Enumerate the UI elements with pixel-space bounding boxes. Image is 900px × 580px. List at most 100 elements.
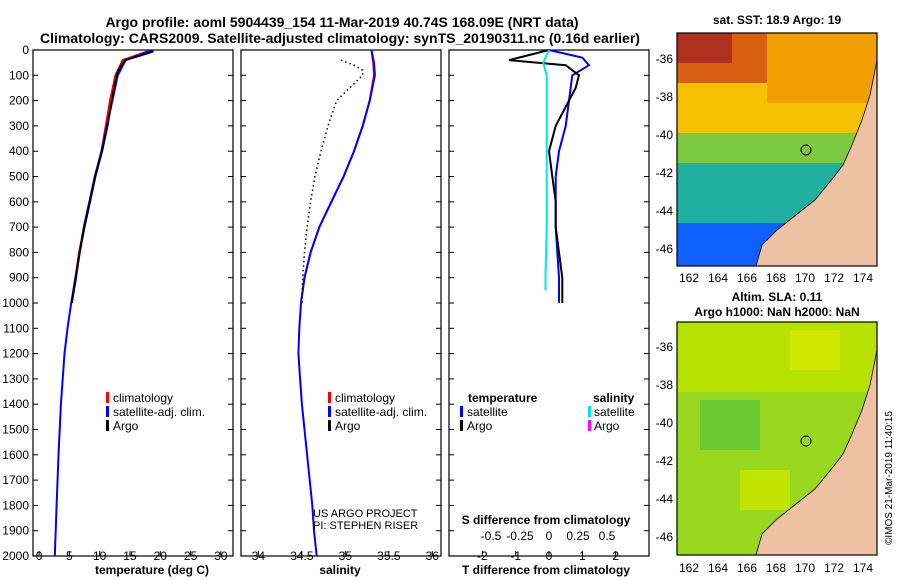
sla-patch	[740, 470, 790, 510]
legend-swatch-argo	[328, 420, 331, 431]
depth-tick-label: 1800	[2, 498, 29, 512]
legend-label: climatology	[113, 391, 173, 405]
legend-label: Argo	[594, 419, 620, 433]
legend-swatch-s-argo	[588, 420, 591, 431]
depth-tick-label: 0	[22, 43, 29, 57]
sla-map-title: Altim. SLA: 0.11	[732, 290, 823, 304]
depth-tick-label: 2000	[2, 549, 29, 563]
lat-tick: -36	[656, 52, 674, 66]
sla-map-subtitle: Argo h1000: NaN h2000: NaN	[694, 305, 859, 319]
salinity-panel-frame	[240, 49, 442, 557]
depth-tick-label: 1000	[2, 296, 29, 310]
sst-lon-ticks: 162 164 166 168 170 172 174	[679, 271, 873, 285]
series-line-satellite-adj-clim-	[297, 49, 376, 557]
lon-tick: 174	[853, 561, 873, 575]
title-line-1: Argo profile: aoml 5904439_154 11-Mar-20…	[105, 14, 578, 30]
x-tick-label: -2	[477, 549, 488, 563]
depth-tick-label: 700	[9, 220, 29, 234]
difference-legend: temperature satellite Argo salinity sate…	[460, 391, 635, 433]
lon-tick: 166	[737, 271, 757, 285]
lon-tick: 164	[708, 271, 728, 285]
x-top-tick-label: 0	[546, 529, 553, 543]
depth-tick-label: 1300	[2, 372, 29, 386]
x-tick-label: 2	[612, 549, 619, 563]
sla-float-marker	[800, 435, 812, 447]
lon-tick: 162	[679, 561, 699, 575]
depth-tick-label: 1600	[2, 448, 29, 462]
lat-tick: -46	[656, 242, 674, 256]
series-line-climatology	[300, 49, 376, 304]
temperature-xlabel: temperature (deg C)	[95, 563, 209, 577]
legend-swatch-climatology	[106, 392, 109, 403]
x-tick-label: 36	[426, 549, 440, 563]
x-top-tick-label: -0.25	[506, 529, 534, 543]
lat-tick: -46	[656, 530, 674, 544]
sst-lat-ticks: -36 -38 -40 -42 -44 -46	[656, 52, 674, 256]
legend-swatch-satellite	[106, 406, 109, 417]
depth-tick-label: 1700	[2, 473, 29, 487]
lat-tick: -42	[656, 166, 674, 180]
lat-tick: -38	[656, 90, 674, 104]
sla-map	[677, 322, 877, 555]
lat-tick: -40	[656, 416, 674, 430]
x-top-tick-label: 0.5	[599, 529, 616, 543]
x-tick-label: 1	[579, 549, 586, 563]
lat-tick: -40	[656, 128, 674, 142]
imos-stamp: ©IMOS 21-Mar-2019 11:40:15	[884, 411, 895, 545]
lon-tick: 172	[824, 271, 844, 285]
sst-float-marker	[800, 144, 812, 156]
lat-tick: -36	[656, 340, 674, 354]
legend-label: satellite	[594, 405, 635, 419]
legend-swatch-t-satellite	[460, 406, 463, 417]
pi-note: PI: STEPHEN RISER	[313, 520, 418, 532]
x-tick-label: 25	[184, 549, 198, 563]
x-tick-label: 34	[252, 549, 266, 563]
sst-mid-band	[677, 133, 877, 163]
legend-label: Argo	[113, 419, 139, 433]
project-note: US ARGO PROJECT	[313, 508, 418, 520]
depth-tick-label: 1500	[2, 423, 29, 437]
series-line-argo	[301, 59, 364, 304]
series-line-climatology	[70, 49, 153, 304]
sla-north-band	[677, 322, 877, 392]
legend-label: satellite-adj. clim.	[113, 405, 205, 419]
sst-map-title: sat. SST: 18.9 Argo: 19	[713, 13, 842, 27]
legend-swatch-t-argo	[460, 420, 463, 431]
lon-tick: 164	[708, 561, 728, 575]
x-tick-label: -1	[510, 549, 521, 563]
legend-title-temperature: temperature	[468, 391, 538, 405]
title-line-2: Climatology: CARS2009. Satellite-adjuste…	[40, 30, 640, 46]
depth-tick-label: 600	[9, 195, 29, 209]
temperature-legend: climatology satellite-adj. clim. Argo	[106, 391, 205, 433]
lon-tick: 162	[679, 271, 699, 285]
depth-tick-label: 800	[9, 245, 29, 259]
legend-title-salinity: salinity	[593, 391, 635, 405]
x-tick-label: 35	[339, 549, 353, 563]
sla-lat-ticks: -36 -38 -40 -42 -44 -46	[656, 340, 674, 544]
difference-xlabel: T difference from climatology	[462, 563, 630, 577]
sst-hottest-patch	[677, 33, 732, 63]
depth-tick-label: 900	[9, 271, 29, 285]
lat-tick: -38	[656, 378, 674, 392]
sla-map-frame	[676, 321, 878, 556]
x-tick-label: 0	[546, 549, 553, 563]
x-tick-label: 34.5	[290, 549, 314, 563]
lat-tick: -44	[656, 492, 674, 506]
lon-tick: 172	[824, 561, 844, 575]
temperature-panel-frame	[32, 49, 234, 557]
difference-panel-frame	[448, 49, 650, 557]
sst-orange-patch	[767, 33, 877, 103]
depth-tick-label: 200	[9, 94, 29, 108]
lon-tick: 174	[853, 271, 873, 285]
salinity-legend: climatology satellite-adj. clim. Argo	[328, 391, 427, 433]
legend-label: satellite-adj. clim.	[335, 405, 427, 419]
legend-label: Argo	[335, 419, 361, 433]
depth-tick-label: 1100	[3, 321, 29, 335]
legend-swatch-argo	[106, 420, 109, 431]
legend-label: satellite	[467, 405, 508, 419]
depth-tick-label: 1200	[2, 347, 29, 361]
legend-label: climatology	[335, 391, 395, 405]
depth-tick-label: 300	[9, 119, 29, 133]
legend-swatch-satellite	[328, 406, 331, 417]
lat-tick: -44	[656, 204, 674, 218]
